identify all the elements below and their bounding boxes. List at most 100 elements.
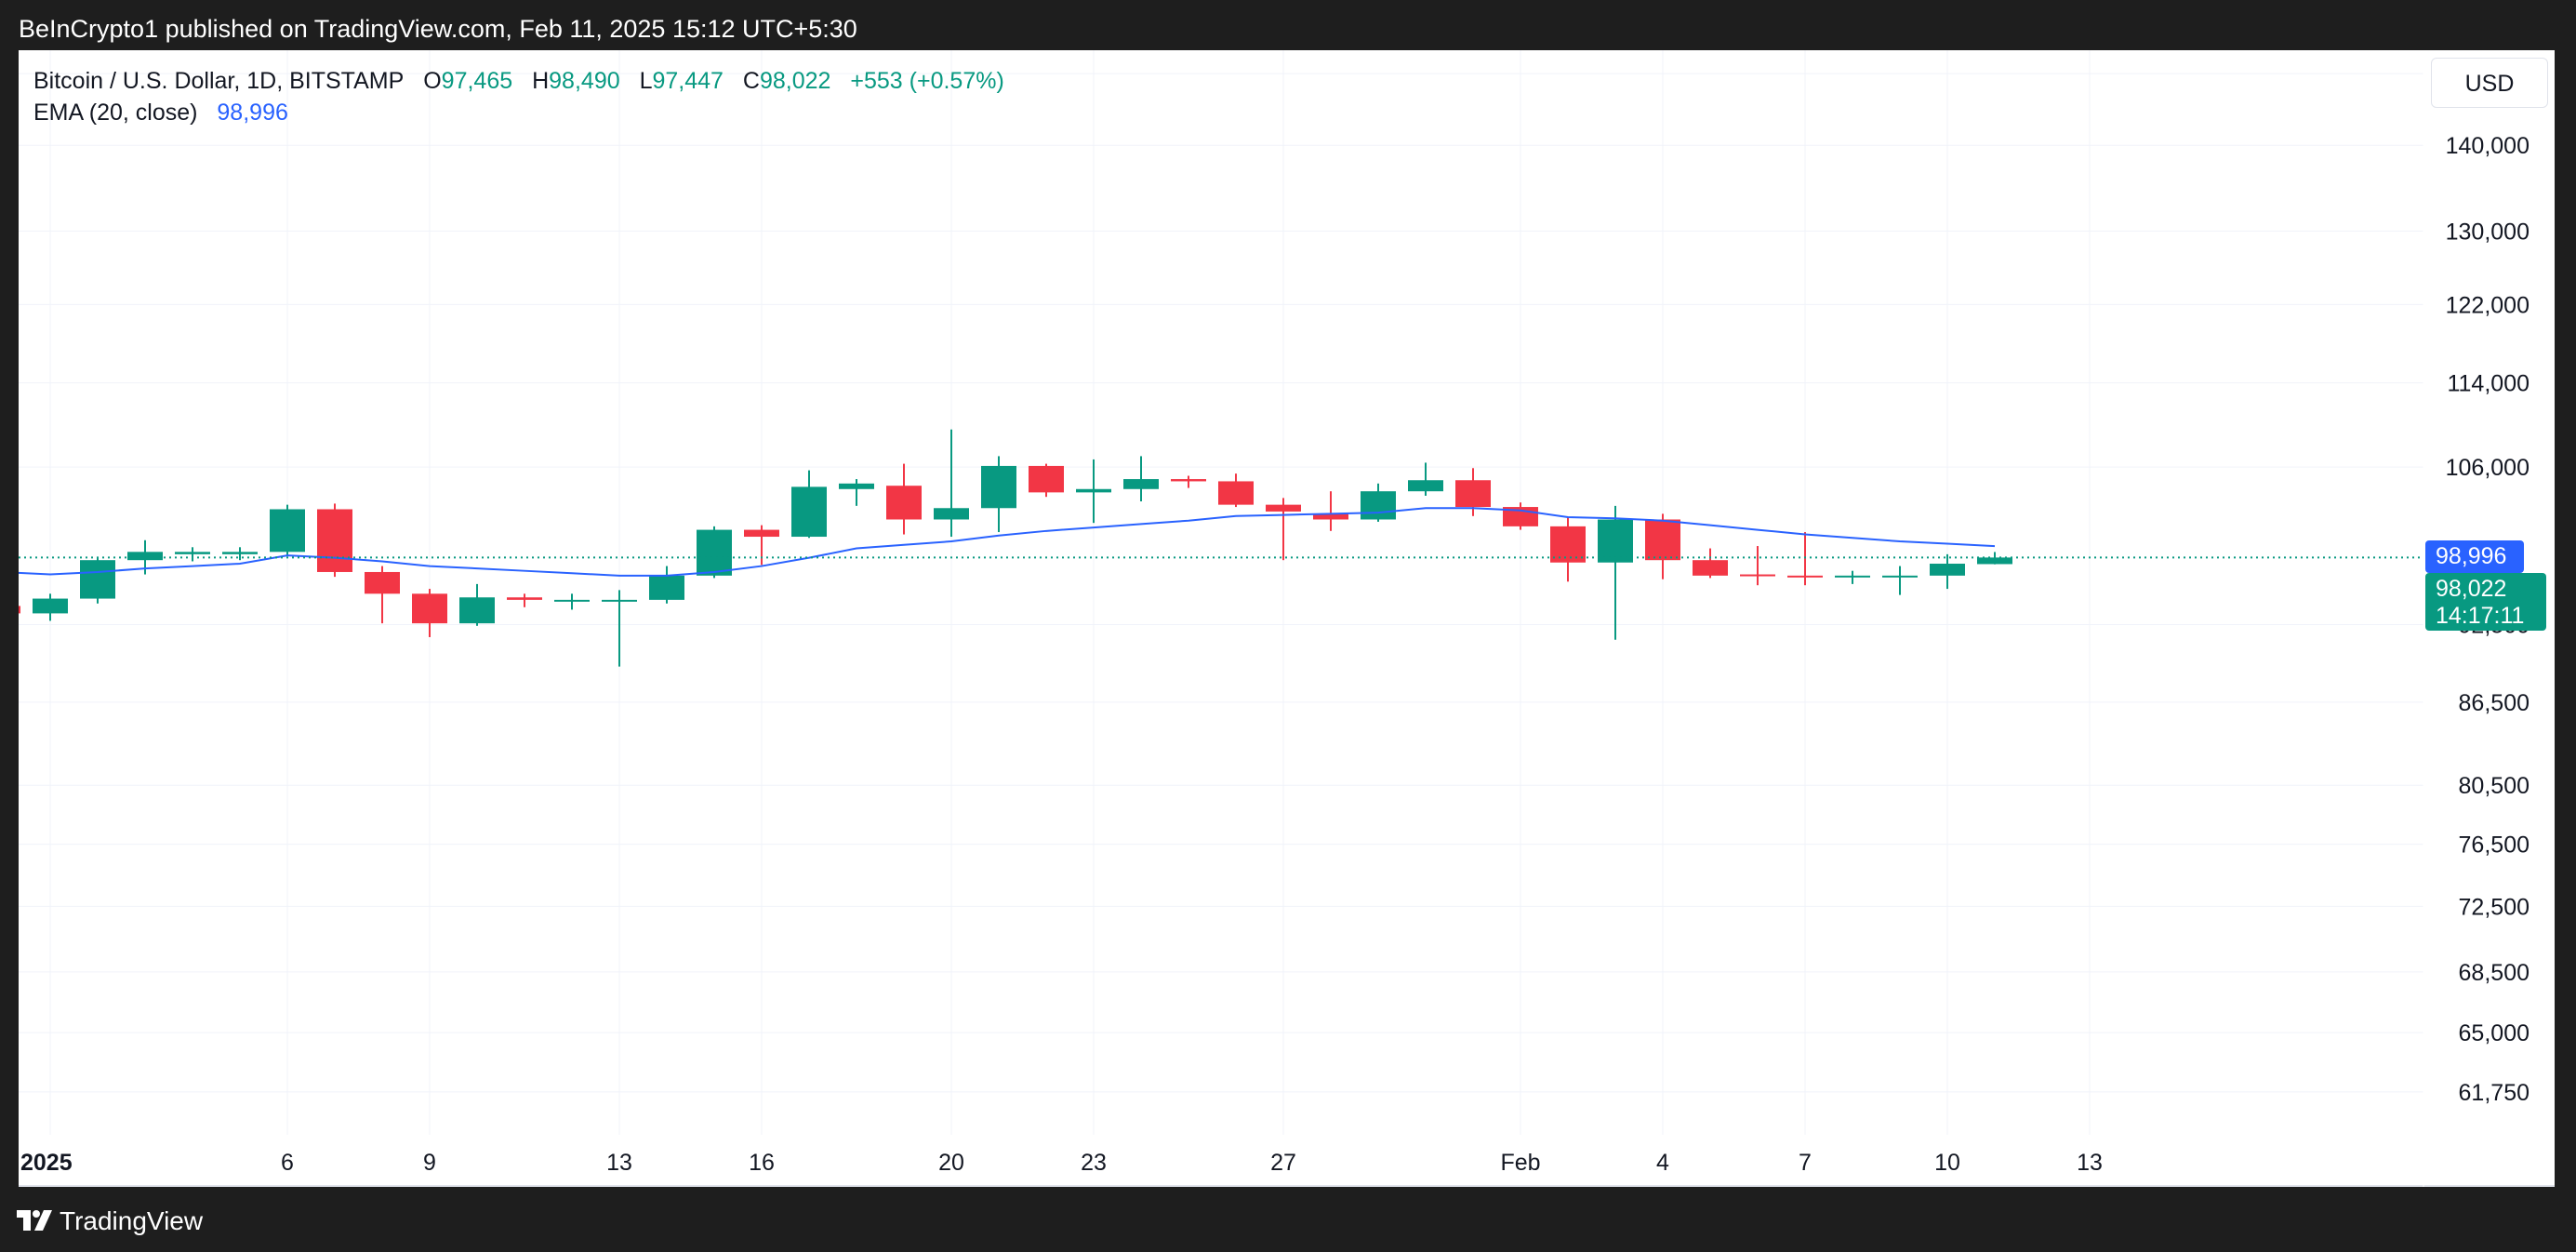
candle-body	[1266, 504, 1301, 512]
x-tick-label: 6	[281, 1150, 294, 1176]
candle-down[interactable]	[1029, 463, 1064, 498]
candle-down[interactable]	[19, 596, 20, 619]
candle-down[interactable]	[507, 593, 542, 607]
candle-up[interactable]	[839, 479, 874, 506]
x-tick-label: 20	[938, 1150, 964, 1176]
candle-body	[1408, 480, 1443, 492]
candle-body	[1218, 481, 1254, 505]
tradingview-logo-icon	[17, 1210, 52, 1231]
candle-up[interactable]	[554, 593, 590, 610]
x-tick-label: 9	[423, 1150, 436, 1176]
candle-up[interactable]	[602, 590, 637, 667]
candle-body	[886, 486, 922, 520]
candle-body	[697, 529, 732, 576]
low-value: 97,447	[652, 68, 724, 94]
candle-down[interactable]	[412, 589, 447, 637]
publisher-bar: BeInCrypto1 published on TradingView.com…	[0, 0, 2576, 50]
x-tick-label: 27	[1270, 1150, 1296, 1176]
open-value: 97,465	[441, 68, 513, 94]
x-tick-label: 23	[1081, 1150, 1107, 1176]
y-tick-label: 80,500	[2459, 773, 2530, 799]
y-axis-labels: 140,000130,000122,000114,000106,00092,50…	[2446, 133, 2530, 1106]
candle-up[interactable]	[1930, 553, 1965, 590]
y-tick-label: 61,750	[2459, 1080, 2530, 1106]
candle-body	[1313, 513, 1348, 520]
candle-body	[1455, 480, 1491, 508]
candle-body	[1550, 526, 1586, 563]
candle-down[interactable]	[1313, 491, 1348, 531]
candle-down[interactable]	[1693, 548, 1728, 579]
candle-down[interactable]	[1787, 532, 1823, 586]
tradingview-wordmark: TradingView	[60, 1206, 204, 1235]
candle-down[interactable]	[1218, 473, 1254, 508]
candle-body	[1123, 479, 1159, 489]
candle-body	[744, 529, 779, 538]
candle-up[interactable]	[80, 557, 115, 604]
published-text: BeInCrypto1 published on TradingView.com…	[19, 15, 857, 43]
candle-body	[1787, 575, 1823, 578]
candle-up[interactable]	[459, 583, 495, 626]
candle-down[interactable]	[1550, 517, 1586, 582]
candle-down[interactable]	[1455, 468, 1491, 516]
candle-up[interactable]	[1835, 570, 1870, 584]
y-tick-label: 122,000	[2446, 292, 2530, 318]
ohlc-row: Bitcoin / U.S. Dollar, 1D, BITSTAMP O97,…	[33, 65, 1004, 97]
candle-body	[127, 552, 163, 561]
symbol-title[interactable]: Bitcoin / U.S. Dollar, 1D, BITSTAMP	[33, 68, 405, 94]
x-tick-label: 7	[1799, 1150, 1812, 1176]
x-tick-label: 2025	[20, 1150, 73, 1176]
currency-button[interactable]: USD	[2431, 58, 2548, 108]
candle-body	[270, 509, 305, 553]
candle-up[interactable]	[33, 593, 68, 621]
candle-up[interactable]	[981, 456, 1016, 533]
y-tick-label: 76,500	[2459, 832, 2530, 859]
candle-down[interactable]	[1645, 513, 1680, 579]
candle-body	[934, 508, 969, 520]
candle-up[interactable]	[270, 504, 305, 556]
y-tick-label: 114,000	[2447, 371, 2530, 397]
candle-up[interactable]	[697, 526, 732, 579]
candle-up[interactable]	[175, 547, 210, 562]
candle-down[interactable]	[744, 525, 779, 566]
candle-down[interactable]	[1503, 502, 1538, 530]
x-tick-label: 10	[1934, 1150, 1960, 1176]
change-value: +553 (+0.57%)	[850, 68, 1004, 94]
y-tick-label: 106,000	[2446, 455, 2530, 481]
candle-body	[1171, 479, 1206, 482]
close-label: C	[742, 68, 760, 94]
ema-label[interactable]: EMA (20, close)	[33, 100, 198, 126]
candle-down[interactable]	[1740, 546, 1775, 586]
candle-body	[1977, 557, 2012, 565]
candle-up[interactable]	[649, 566, 684, 604]
candle-down[interactable]	[886, 463, 922, 535]
x-tick-label: 13	[2077, 1150, 2103, 1176]
x-tick-label: 16	[749, 1150, 775, 1176]
candle-up[interactable]	[934, 429, 969, 538]
candle-body	[649, 575, 684, 600]
candles	[19, 429, 2012, 667]
candle-up[interactable]	[1882, 566, 1918, 595]
candle-body	[317, 509, 352, 572]
candle-up[interactable]	[1076, 459, 1111, 524]
candle-up[interactable]	[1361, 483, 1396, 522]
candle-up[interactable]	[791, 470, 827, 539]
chart-panel[interactable]: 140,000130,000122,000114,000106,00092,50…	[19, 50, 2555, 1187]
y-tick-label: 65,000	[2459, 1020, 2530, 1046]
candle-down[interactable]	[365, 566, 400, 624]
candle-body	[791, 486, 827, 538]
y-tick-label: 86,500	[2459, 690, 2530, 716]
candle-body	[412, 593, 447, 624]
candle-body	[507, 597, 542, 600]
candle-body	[1645, 519, 1680, 561]
candle-down[interactable]	[1171, 475, 1206, 488]
candle-down[interactable]	[1266, 498, 1301, 561]
candle-up[interactable]	[1598, 505, 1633, 640]
bar-countdown: 14:17:11	[2436, 603, 2525, 629]
y-tick-label: 72,500	[2459, 894, 2530, 920]
chart-legend: Bitcoin / U.S. Dollar, 1D, BITSTAMP O97,…	[33, 65, 1004, 128]
candle-up[interactable]	[222, 547, 258, 561]
candle-down[interactable]	[317, 503, 352, 578]
candle-up[interactable]	[1408, 462, 1443, 496]
candle-up[interactable]	[1123, 456, 1159, 501]
candlestick-chart[interactable]: 140,000130,000122,000114,000106,00092,50…	[19, 50, 2555, 1187]
